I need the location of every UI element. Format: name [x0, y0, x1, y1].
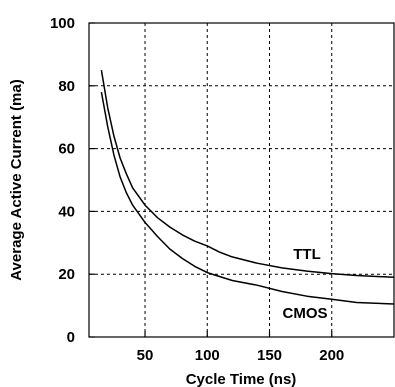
grid-lines — [89, 23, 394, 337]
series-label-cmos: CMOS — [283, 305, 328, 322]
series-label-ttl: TTL — [293, 246, 321, 263]
y-tick-label-40: 40 — [58, 203, 75, 220]
y-tick-label-60: 60 — [58, 141, 75, 158]
series-line-cmos — [100, 91, 395, 305]
y-tick-label-20: 20 — [58, 266, 75, 283]
y-tick-label-80: 80 — [58, 78, 75, 95]
plot-frame — [88, 22, 395, 338]
y-tick-label-0: 0 — [67, 329, 75, 346]
y-axis-title: Average Active Current (ma) — [8, 79, 25, 280]
x-tick-label-100: 100 — [195, 347, 220, 364]
axis-tick-labels: 50 100 150 200 0 20 40 60 80 100 — [50, 15, 344, 364]
series-line-ttl — [100, 69, 395, 279]
y-tick-label-100: 100 — [50, 15, 75, 32]
axis-ticks — [89, 22, 333, 338]
x-tick-label-50: 50 — [137, 347, 154, 364]
series-labels: TTL CMOS — [283, 246, 328, 322]
x-axis-title: Cycle Time (ns) — [186, 371, 297, 387]
x-tick-label-150: 150 — [257, 347, 282, 364]
series-layer — [100, 69, 395, 305]
x-tick-label-200: 200 — [319, 347, 344, 364]
